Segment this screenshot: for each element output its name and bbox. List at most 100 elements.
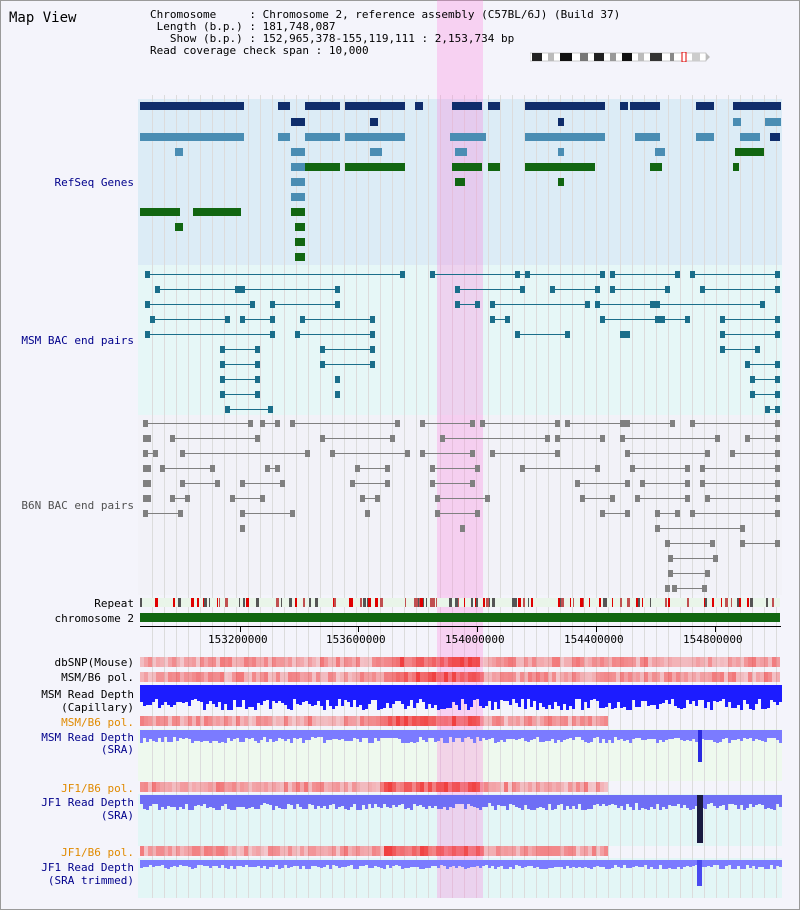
jf1-b6-pol-label-2[interactable]: JF1/B6 pol. <box>61 846 134 859</box>
msm-depth-cap-label[interactable]: MSM Read Depth <box>41 688 134 701</box>
heat-cell <box>524 782 528 792</box>
depth-bar <box>581 860 584 868</box>
depth-bar <box>581 795 584 810</box>
depth-bar <box>146 685 149 705</box>
msm-pair-end <box>755 346 760 353</box>
depth-bar <box>734 860 737 869</box>
refseq-genes-label[interactable]: RefSeq Genes <box>54 176 134 189</box>
depth-bar <box>716 685 719 702</box>
repeat-mark <box>432 598 435 607</box>
depth-bar <box>206 795 209 808</box>
depth-bar <box>278 860 281 869</box>
heat-cell <box>376 782 380 792</box>
heat-cell <box>300 657 304 667</box>
heat-cell <box>588 782 592 792</box>
depth-bar <box>701 685 704 700</box>
depth-bar <box>308 860 311 869</box>
heat-cell <box>304 657 308 667</box>
msm-b6-pol-label-2[interactable]: MSM/B6 pol. <box>61 716 134 729</box>
heat-cell <box>412 716 416 726</box>
repeat-track[interactable] <box>140 598 780 607</box>
heat-cell <box>292 846 296 856</box>
depth-bar <box>752 730 755 741</box>
depth-bar <box>185 730 188 738</box>
heat-cell <box>304 846 308 856</box>
gene-feature <box>450 133 486 141</box>
gene-feature <box>291 118 305 126</box>
heat-cell <box>292 672 296 682</box>
msm-pair-end <box>145 331 150 338</box>
heat-cell <box>200 672 204 682</box>
depth-bar <box>191 685 194 700</box>
heat-cell <box>452 846 456 856</box>
depth-bar <box>689 730 692 741</box>
depth-bar <box>398 795 401 805</box>
msm-b6-pol-label-1[interactable]: MSM/B6 pol. <box>61 671 134 684</box>
jf1-depth-trim-label[interactable]: JF1 Read Depth <box>41 861 134 874</box>
depth-bar <box>308 730 311 740</box>
heat-cell <box>484 716 488 726</box>
depth-bar <box>776 860 779 866</box>
depth-bar <box>578 795 581 804</box>
heat-cell <box>456 672 460 682</box>
b6n-pair-end <box>490 450 495 457</box>
b6n-pair-end <box>668 570 673 577</box>
msm-bac-label[interactable]: MSM BAC end pairs <box>21 334 134 347</box>
msm-pair-end <box>660 316 665 323</box>
heat-cell <box>744 672 748 682</box>
chromosome-ideogram[interactable] <box>530 52 710 62</box>
heat-cell <box>452 657 456 667</box>
depth-bar <box>773 730 776 738</box>
heat-cell <box>368 657 372 667</box>
depth-bar <box>464 730 467 738</box>
depth-bar <box>365 795 368 809</box>
depth-bar <box>752 685 755 710</box>
heat-cell <box>704 672 708 682</box>
heat-cell <box>160 657 164 667</box>
b6n-pair-line <box>350 483 390 484</box>
grid-line <box>380 95 381 898</box>
gene-feature <box>295 253 305 261</box>
depth-bar <box>368 860 371 868</box>
heat-cell <box>512 782 516 792</box>
depth-bar <box>248 795 251 808</box>
b6n-pair-end <box>275 465 280 472</box>
depth-bar <box>365 730 368 738</box>
heat-cell <box>312 657 316 667</box>
depth-bar <box>551 795 554 810</box>
msm-pair-end <box>620 331 625 338</box>
heat-cell <box>196 716 200 726</box>
repeat-mark <box>558 598 560 607</box>
heat-cell <box>752 657 756 667</box>
depth-bar <box>593 795 596 805</box>
repeat-mark <box>514 598 517 607</box>
heat-cell <box>592 657 596 667</box>
depth-bar <box>557 730 560 740</box>
depth-bar <box>626 795 629 804</box>
heat-cell <box>204 716 208 726</box>
heat-cell <box>420 782 424 792</box>
heat-cell <box>512 672 516 682</box>
repeat-mark <box>180 598 181 607</box>
b6n-bac-label[interactable]: B6N BAC end pairs <box>21 499 134 512</box>
heat-cell <box>248 657 252 667</box>
heat-cell <box>296 846 300 856</box>
heat-cell <box>360 782 364 792</box>
msm-depth-sra-label[interactable]: MSM Read Depth <box>41 731 134 744</box>
b6n-pair-end <box>146 435 151 442</box>
dbsnp-label[interactable]: dbSNP(Mouse) <box>54 656 134 669</box>
msm-pair-line <box>225 409 273 410</box>
depth-bar <box>158 685 161 708</box>
depth-bar <box>179 795 182 807</box>
msm-pair-line <box>320 364 375 365</box>
heat-cell <box>252 672 256 682</box>
heat-cell <box>468 716 472 726</box>
chromosome-bar[interactable] <box>140 613 780 622</box>
heat-cell <box>532 657 536 667</box>
heat-cell <box>604 782 608 792</box>
depth-bar <box>632 730 635 739</box>
repeat-mark <box>155 598 158 607</box>
jf1-b6-pol-label-1[interactable]: JF1/B6 pol. <box>61 782 134 795</box>
msm-pair-line <box>220 349 260 350</box>
jf1-depth-sra-label[interactable]: JF1 Read Depth <box>41 796 134 809</box>
